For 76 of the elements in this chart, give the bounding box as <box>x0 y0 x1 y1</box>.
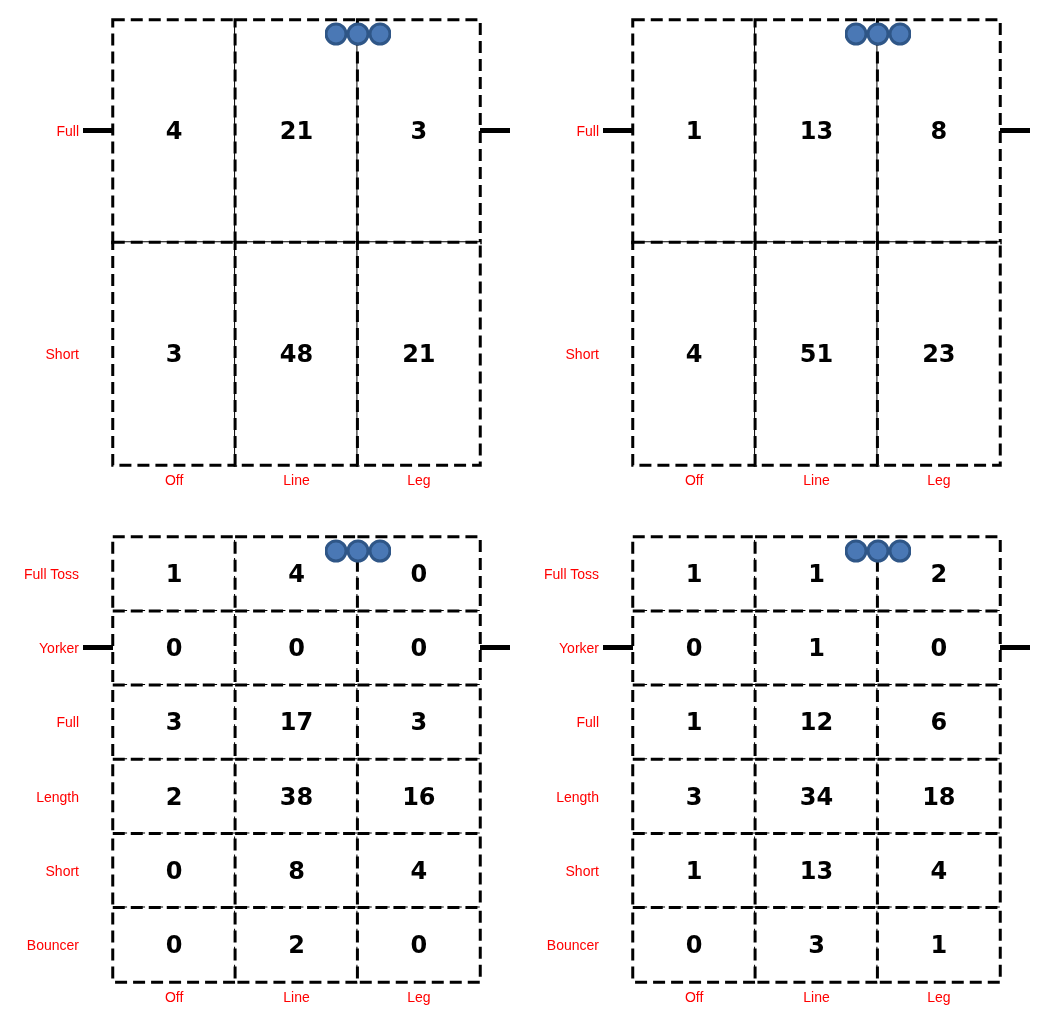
data-label: 51 <box>799 339 834 368</box>
data-label: 2 <box>288 930 305 959</box>
data-label: 0 <box>685 930 703 959</box>
data-label: 1 <box>685 117 703 146</box>
y-tick-label: Length <box>556 788 599 805</box>
data-label: 0 <box>165 856 183 885</box>
data-label: 0 <box>288 634 305 663</box>
data-label: 23 <box>922 339 956 368</box>
data-label: 1 <box>685 708 703 737</box>
data-label: 12 <box>799 708 834 737</box>
data-label: 3 <box>808 930 825 959</box>
data-label: 2 <box>165 782 183 811</box>
data-label: 6 <box>930 708 948 737</box>
data-label: 18 <box>922 782 956 811</box>
data-label: 16 <box>402 782 436 811</box>
y-tick-label: Bouncer <box>546 936 600 953</box>
data-label: 21 <box>402 339 436 368</box>
y-tick-label: Yorker <box>559 640 600 657</box>
data-label: 13 <box>799 856 834 885</box>
data-label: 3 <box>410 708 428 737</box>
data-label: 8 <box>930 117 948 146</box>
data-label: 2 <box>930 560 948 589</box>
data-label: 0 <box>165 930 183 959</box>
data-label: 21 <box>279 117 314 146</box>
y-tick-label: Full Toss <box>24 566 79 583</box>
y-tick-label: Full Toss <box>544 566 599 583</box>
data-label: 4 <box>410 856 428 885</box>
x-tick-label: Off <box>684 472 704 488</box>
data-label: 8 <box>288 856 305 885</box>
data-label: 0 <box>410 560 428 589</box>
y-tick-label: Short <box>45 862 80 879</box>
data-label: 1 <box>685 560 703 589</box>
x-tick-label: Leg <box>927 472 951 488</box>
data-label: 4 <box>930 856 948 885</box>
x-tick-label: Line <box>803 472 830 488</box>
x-tick-label: Leg <box>927 989 951 1005</box>
data-label: 38 <box>279 782 314 811</box>
x-tick-label: Leg <box>407 989 431 1005</box>
data-label: 1 <box>165 560 183 589</box>
data-label: 3 <box>685 782 703 811</box>
data-label: 3 <box>410 117 428 146</box>
data-label: 0 <box>410 930 428 959</box>
x-tick-label: Leg <box>407 472 431 488</box>
data-label: 1 <box>685 856 703 885</box>
y-tick-label: Short <box>565 862 600 879</box>
y-tick-label: Yorker <box>39 640 80 657</box>
data-label: 34 <box>799 782 834 811</box>
data-label: 4 <box>685 339 703 368</box>
y-tick-label: Bouncer <box>26 936 80 953</box>
x-tick-label: Line <box>283 989 310 1005</box>
data-label: 1 <box>808 560 825 589</box>
x-tick-label: Line <box>803 989 830 1005</box>
y-tick-label: Full <box>576 714 599 731</box>
y-tick-label: Full <box>56 123 79 140</box>
data-label: 48 <box>279 339 314 368</box>
y-tick-label: Short <box>45 345 80 362</box>
data-label: 4 <box>165 117 183 146</box>
data-label: 1 <box>930 930 948 959</box>
data-label: 3 <box>165 708 183 737</box>
data-label: 17 <box>279 708 314 737</box>
data-label: 0 <box>165 634 183 663</box>
y-tick-label: Full <box>56 714 79 731</box>
data-label: 13 <box>799 117 834 146</box>
data-label: 3 <box>165 339 183 368</box>
x-tick-label: Off <box>164 989 184 1005</box>
y-tick-label: Short <box>565 345 600 362</box>
data-label: 0 <box>930 634 948 663</box>
y-tick-label: Full <box>576 123 599 140</box>
data-label: 0 <box>685 634 703 663</box>
data-label: 0 <box>410 634 428 663</box>
x-tick-label: Line <box>283 472 310 488</box>
y-tick-label: Length <box>36 788 79 805</box>
data-label: 1 <box>808 634 825 663</box>
data-label: 4 <box>288 560 305 589</box>
x-tick-label: Off <box>684 989 704 1005</box>
x-tick-label: Off <box>164 472 184 488</box>
